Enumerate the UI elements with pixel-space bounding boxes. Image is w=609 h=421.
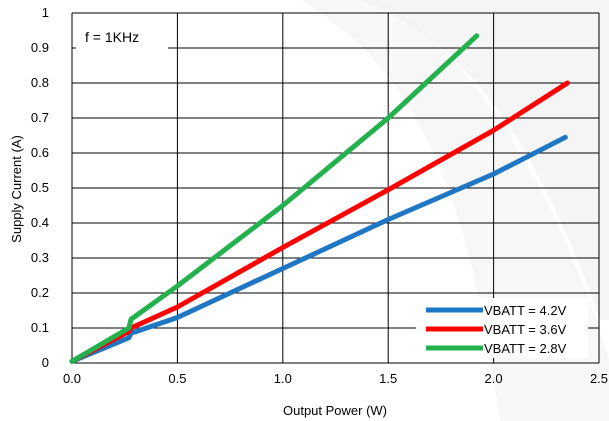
y-tick-label: 0.1 xyxy=(31,320,49,335)
x-tick-label: 2.0 xyxy=(485,371,503,386)
series-lines xyxy=(69,33,570,364)
x-tick-label: 0.5 xyxy=(168,371,186,386)
legend-label: VBATT = 3.6V xyxy=(484,322,567,337)
y-tick-label: 0.7 xyxy=(31,110,49,125)
x-tick-label: 2.5 xyxy=(590,371,608,386)
legend: VBATT = 4.2V VBATT = 3.6V VBATT = 2.8V xyxy=(416,298,588,358)
x-tick-label: 0.0 xyxy=(63,371,81,386)
y-tick-label: 0.9 xyxy=(31,40,49,55)
x-tick-label: 1.5 xyxy=(379,371,397,386)
y-tick-label: 0.4 xyxy=(31,215,49,230)
y-tick-label: 0.8 xyxy=(31,75,49,90)
y-tick-label: 0.6 xyxy=(31,145,49,160)
y-tick-label: 0.3 xyxy=(31,250,49,265)
y-tick-label: 0.2 xyxy=(31,285,49,300)
x-tick-label: 1.0 xyxy=(274,371,292,386)
annotation-text: f = 1KHz xyxy=(85,29,139,45)
annotation-box: f = 1KHz xyxy=(76,23,168,50)
legend-label: VBATT = 4.2V xyxy=(484,303,567,318)
legend-label: VBATT = 2.8V xyxy=(484,341,567,356)
y-axis-title: Supply Current (A) xyxy=(9,135,24,243)
x-axis-title: Output Power (W) xyxy=(283,403,387,418)
annotation-background xyxy=(76,23,168,50)
series-line-2 xyxy=(69,80,570,364)
y-tick-label: 1 xyxy=(42,5,49,20)
tick-labels: 0 0.1 0.2 0.3 0.4 0.5 0.6 0.7 0.8 0.9 1 0.0 0.5 1.0 1.… xyxy=(31,5,608,386)
y-tick-label: 0 xyxy=(42,355,49,370)
series-line-1 xyxy=(69,134,568,364)
y-tick-label: 0.5 xyxy=(31,180,49,195)
series-line-3 xyxy=(69,33,480,364)
